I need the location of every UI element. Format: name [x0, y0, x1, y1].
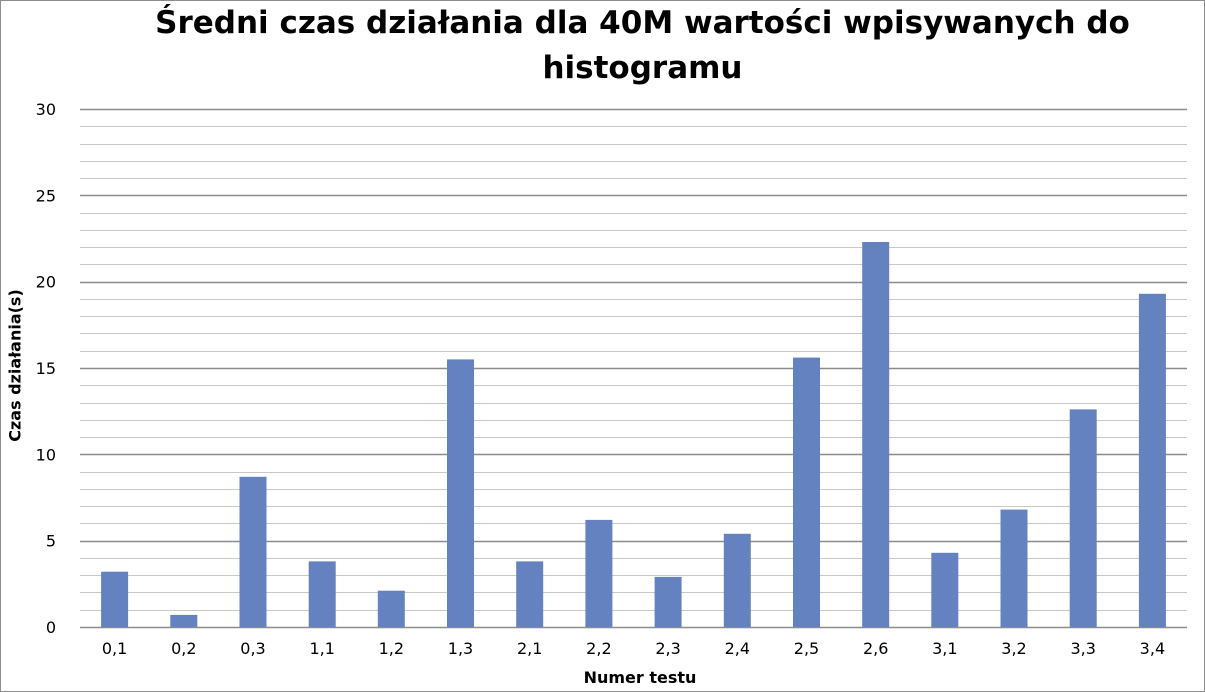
bar: [516, 561, 544, 627]
y-tick-labels: 0 5 10 15 20 25 30: [36, 100, 56, 637]
x-tick-label: 1,1: [309, 639, 334, 658]
bars: [101, 242, 1166, 627]
bar: [654, 576, 682, 627]
bar: [1138, 293, 1166, 627]
x-tick-label: 2,2: [586, 639, 611, 658]
y-tick-label: 5: [46, 532, 56, 551]
y-tick-label: 25: [36, 186, 56, 205]
bar: [793, 357, 820, 627]
x-tick-labels: 0,1 0,2 0,3 1,1 1,2 1,3 2,1 2,2 2,3 2,4 2,5 2,6 3,1 3…: [102, 639, 1165, 658]
x-tick-label: 2,4: [725, 639, 750, 658]
x-tick-label: 2,3: [655, 639, 680, 658]
y-tick-label: 10: [36, 445, 56, 464]
bar: [377, 590, 405, 627]
bar: [931, 552, 959, 627]
chart-title-line-2: histogramu: [542, 50, 743, 86]
y-tick-label: 0: [46, 618, 56, 637]
bar: [1000, 509, 1028, 627]
chart-title-line-1: Średni czas działania dla 40M wartości w…: [155, 5, 1130, 41]
bar: [1069, 409, 1097, 627]
bar: [585, 519, 613, 627]
x-axis-label: Numer testu: [583, 668, 697, 687]
x-tick-label: 3,2: [1001, 639, 1026, 658]
x-tick-label: 1,2: [379, 639, 404, 658]
bar: [862, 242, 890, 627]
bar: [447, 359, 474, 627]
x-tick-label: 3,4: [1140, 639, 1165, 658]
y-tick-label: 15: [36, 359, 56, 378]
y-axis-label: Czas działania(s): [5, 289, 25, 442]
x-tick-label: 2,1: [517, 639, 542, 658]
bar: [170, 614, 198, 627]
x-tick-label: 0,2: [171, 639, 196, 658]
bar: [308, 561, 336, 627]
x-tick-label: 3,1: [932, 639, 957, 658]
bar: [101, 571, 129, 627]
x-tick-label: 0,1: [102, 639, 127, 658]
x-tick-label: 2,6: [863, 639, 888, 658]
x-tick-label: 2,5: [794, 639, 819, 658]
bar: [723, 533, 751, 627]
y-tick-label: 20: [36, 273, 56, 292]
x-tick-label: 1,3: [448, 639, 473, 658]
x-tick-label: 0,3: [240, 639, 265, 658]
x-tick-label: 3,3: [1070, 639, 1095, 658]
bar: [239, 476, 267, 627]
y-tick-label: 30: [36, 100, 56, 119]
